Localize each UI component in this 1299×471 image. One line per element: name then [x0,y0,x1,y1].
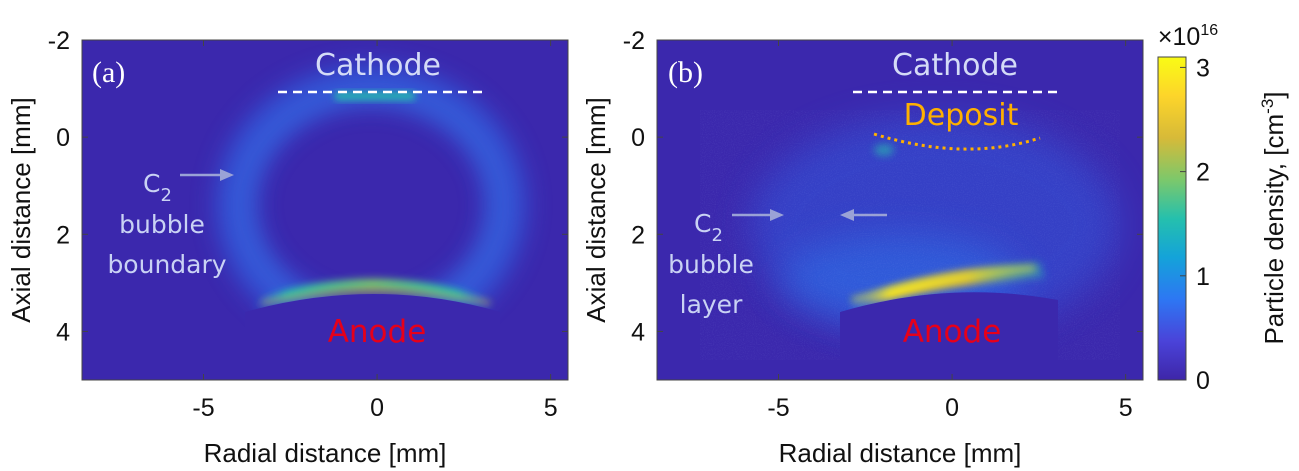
x-axis-label: Radial distance [mm] [779,438,1022,468]
panel-b-c2-label: C2 [694,209,723,246]
y-axis-label: Axial distance [mm] [581,97,611,322]
panel-a-frame [81,39,569,381]
y-tick-label: 2 [56,221,70,249]
x-tick-label: 5 [544,394,558,422]
y-tick-label: 4 [631,318,645,346]
y-axis-label: Axial distance [mm] [6,97,36,322]
panel-a-arrow [180,169,234,181]
colorbar-tick-label: 0 [1196,367,1210,395]
panel-b-arrow-right [840,209,887,221]
panel-b-cathode-label: Cathode [892,48,1018,83]
x-tick-label: 5 [1119,394,1133,422]
axes-layer: -5 0 5 -2 0 2 4 Radial distance [mm] Axial dista… [6,27,1143,468]
panel-a: (a) Cathode Anode C2 bubble boundary [81,39,569,381]
colorbar-multiplier: ×1016 [1158,22,1218,51]
panel-b: (b) Cathode Deposit Anode C2 bubble laye… [656,39,1144,381]
y-tick-label: -2 [48,27,70,55]
y-tick-label: 4 [56,318,70,346]
panel-a-letter: (a) [92,56,125,89]
colorbar-ticks: 0 1 2 3 [1180,54,1210,395]
colorbar: 0 1 2 3 ×1016 Particle density, [cm-3] [1157,22,1289,395]
colorbar-label: Particle density, [cm-3] [1258,91,1289,344]
panel-b-frame [656,39,1144,381]
panel-b-anode-dome [840,292,1058,380]
panel-a-cathode-glow [335,92,415,100]
x-tick-label: -5 [767,394,789,422]
panel-b-deposit-label: Deposit [904,98,1019,133]
panel-b-arrow-left [732,209,784,221]
colorbar-tick-label: 3 [1196,54,1210,82]
panel-b-anode-label: Anode [903,314,1002,350]
y-tick-label: 0 [631,124,645,152]
panel-a-bubble-label: bubble [119,210,205,239]
panel-a-anode-band [250,279,495,310]
panel-a-cathode-label: Cathode [315,48,441,83]
panel-b-bubble-label: bubble [668,250,754,279]
panel-a-c2-label: C2 [143,169,172,206]
colorbar-tick-label: 2 [1196,159,1210,187]
x-tick-label: -5 [192,394,214,422]
panel-a-anode-dome [245,294,500,380]
panel-b-letter: (b) [668,56,703,89]
panel-a-boundary-label: boundary [107,250,226,279]
y-tick-label: 2 [631,221,645,249]
panel-b-anode-band [850,262,1045,310]
panel-b-layer-label: layer [680,290,743,319]
y-tick-label: 0 [56,124,70,152]
y-tick-label: -2 [623,27,645,55]
colorbar-tick-label: 1 [1196,263,1210,291]
x-tick-label: 0 [370,394,384,422]
panel-b-deposit-line [873,132,1041,151]
panel-a-anode-label: Anode [328,314,427,350]
x-tick-label: 0 [945,394,959,422]
x-axis-label: Radial distance [mm] [204,438,447,468]
colorbar-gradient [1157,56,1187,381]
